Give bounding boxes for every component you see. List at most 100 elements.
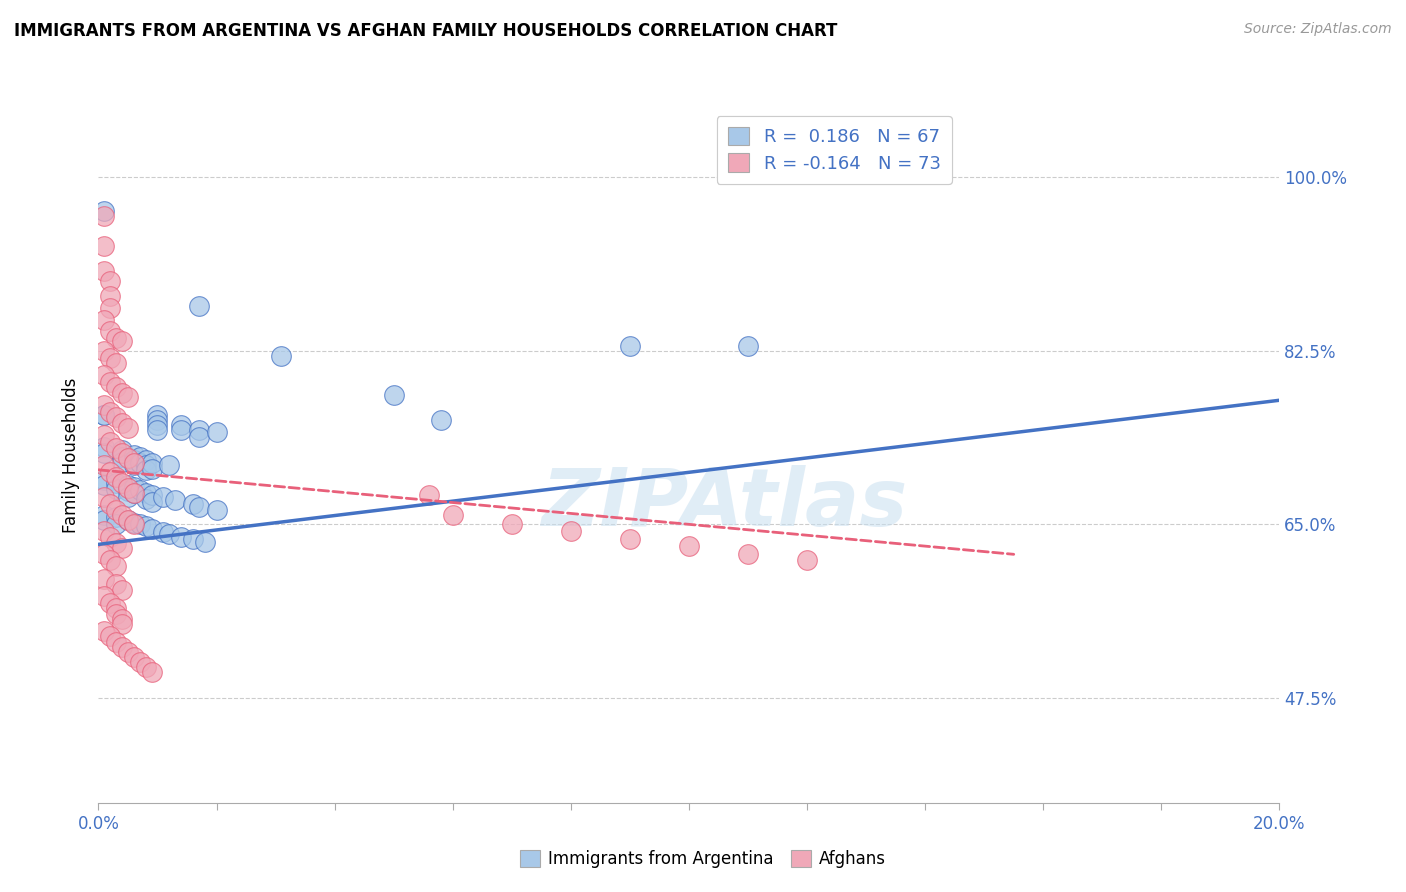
Point bbox=[152, 525, 174, 540]
Point bbox=[111, 640, 134, 654]
Point bbox=[187, 430, 209, 444]
Point bbox=[181, 497, 204, 511]
Point bbox=[441, 508, 464, 522]
Point bbox=[122, 517, 145, 532]
Point bbox=[146, 423, 169, 437]
Point bbox=[93, 440, 115, 454]
Point bbox=[117, 483, 139, 498]
Point bbox=[93, 508, 115, 522]
Point bbox=[93, 408, 115, 422]
Point bbox=[111, 475, 134, 490]
Point bbox=[98, 596, 121, 610]
Point bbox=[93, 408, 115, 422]
Point bbox=[382, 388, 405, 402]
Point bbox=[187, 500, 209, 514]
Point bbox=[105, 509, 128, 524]
Point bbox=[111, 334, 134, 348]
Point bbox=[194, 535, 217, 549]
Point bbox=[93, 368, 115, 383]
Point bbox=[98, 274, 121, 288]
Point bbox=[98, 351, 121, 365]
Point bbox=[157, 458, 180, 472]
Point bbox=[141, 462, 163, 476]
Point bbox=[105, 410, 128, 425]
Point bbox=[122, 453, 145, 467]
Point bbox=[93, 524, 115, 539]
Point bbox=[98, 435, 121, 450]
Point bbox=[619, 533, 641, 547]
Point bbox=[111, 455, 134, 469]
Point bbox=[170, 418, 193, 433]
Point bbox=[117, 481, 139, 495]
Point bbox=[205, 425, 228, 439]
Point bbox=[128, 655, 150, 669]
Point bbox=[165, 492, 187, 507]
Point bbox=[619, 338, 641, 352]
Point bbox=[117, 645, 139, 659]
Point bbox=[152, 490, 174, 504]
Point bbox=[98, 629, 121, 643]
Point bbox=[122, 516, 145, 530]
Point bbox=[560, 524, 582, 539]
Point bbox=[98, 376, 121, 390]
Point bbox=[111, 616, 134, 631]
Point bbox=[128, 517, 150, 532]
Point bbox=[501, 517, 523, 532]
Point bbox=[105, 356, 128, 370]
Point bbox=[105, 559, 128, 574]
Point bbox=[105, 470, 128, 484]
Y-axis label: Family Households: Family Households bbox=[62, 377, 80, 533]
Point bbox=[146, 408, 169, 422]
Point bbox=[122, 458, 145, 472]
Point bbox=[105, 482, 128, 496]
Point bbox=[135, 491, 157, 506]
Point bbox=[122, 480, 145, 494]
Point bbox=[181, 533, 204, 547]
Point bbox=[205, 502, 228, 516]
Point bbox=[98, 465, 121, 479]
Point bbox=[430, 413, 453, 427]
Point bbox=[128, 456, 150, 470]
Text: Source: ZipAtlas.com: Source: ZipAtlas.com bbox=[1244, 22, 1392, 37]
Point bbox=[111, 450, 134, 464]
Point bbox=[93, 490, 115, 504]
Point bbox=[146, 418, 169, 433]
Point bbox=[187, 299, 209, 313]
Point bbox=[117, 390, 139, 404]
Point bbox=[418, 488, 440, 502]
Point bbox=[187, 423, 209, 437]
Point bbox=[122, 485, 145, 500]
Point bbox=[93, 512, 115, 526]
Point bbox=[98, 324, 121, 338]
Point bbox=[105, 502, 128, 516]
Point bbox=[105, 516, 128, 531]
Point bbox=[93, 312, 115, 326]
Legend: R =  0.186   N = 67, R = -0.164   N = 73: R = 0.186 N = 67, R = -0.164 N = 73 bbox=[717, 116, 952, 184]
Point bbox=[105, 441, 128, 455]
Point bbox=[146, 413, 169, 427]
Point bbox=[93, 398, 115, 412]
Point bbox=[111, 446, 134, 460]
Point bbox=[122, 485, 145, 500]
Point bbox=[111, 416, 134, 430]
Point bbox=[135, 463, 157, 477]
Point bbox=[105, 536, 128, 550]
Point bbox=[170, 530, 193, 544]
Point bbox=[122, 456, 145, 470]
Point bbox=[93, 428, 115, 442]
Point bbox=[135, 659, 157, 673]
Point bbox=[678, 540, 700, 554]
Point bbox=[141, 488, 163, 502]
Point bbox=[111, 508, 134, 522]
Point bbox=[93, 458, 115, 472]
Point bbox=[122, 649, 145, 664]
Point bbox=[98, 553, 121, 567]
Point bbox=[111, 612, 134, 626]
Point bbox=[93, 343, 115, 358]
Point bbox=[737, 547, 759, 561]
Point bbox=[93, 210, 115, 224]
Point bbox=[93, 264, 115, 278]
Point bbox=[737, 338, 759, 352]
Point bbox=[170, 423, 193, 437]
Point bbox=[93, 589, 115, 603]
